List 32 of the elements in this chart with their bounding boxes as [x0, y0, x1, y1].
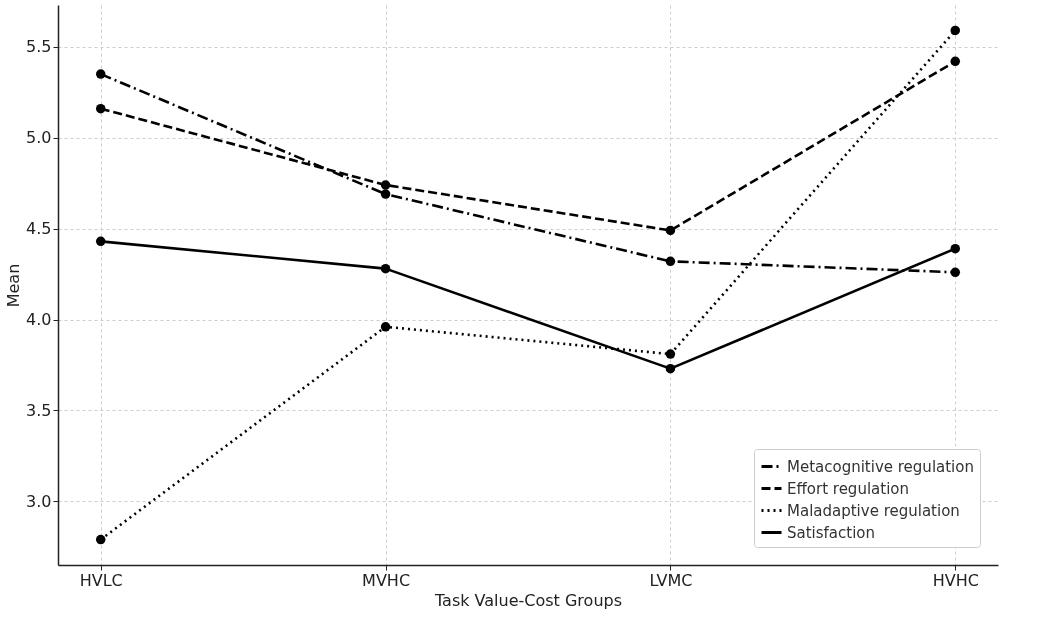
- legend-label: Effort regulation: [787, 479, 909, 498]
- x-tick-label: MVHC: [362, 570, 411, 590]
- x-tick-label: HVHC: [932, 570, 979, 590]
- point: [380, 180, 391, 190]
- x-tick-label: LVMC: [649, 570, 693, 590]
- point: [950, 243, 961, 254]
- y-tick-label: 3.0: [26, 491, 52, 511]
- point: [380, 322, 391, 332]
- x-tick-label: HVLC: [79, 570, 123, 590]
- y-tick-label: 5.5: [26, 37, 52, 57]
- point: [950, 267, 961, 278]
- x-axis-title: Task Value-Cost Groups: [433, 590, 623, 610]
- y-tick-label: 4.0: [26, 310, 52, 330]
- point: [665, 256, 676, 267]
- legend-label: Satisfaction: [787, 523, 876, 542]
- legend-label: Maladaptive regulation: [787, 501, 960, 520]
- point: [95, 103, 106, 114]
- point: [95, 236, 106, 247]
- point: [95, 534, 106, 545]
- point: [950, 56, 961, 67]
- point: [950, 25, 961, 36]
- legend-label: Metacognitive regulation: [787, 457, 974, 476]
- point: [380, 189, 391, 199]
- point: [665, 363, 676, 374]
- point: [665, 225, 676, 236]
- y-tick-label: 5.0: [26, 128, 52, 148]
- point: [665, 349, 676, 359]
- y-axis-title: Mean: [4, 263, 24, 308]
- point: [95, 69, 106, 79]
- y-tick-label: 4.5: [26, 219, 52, 239]
- y-tick-label: 3.5: [26, 400, 52, 420]
- point: [380, 263, 391, 274]
